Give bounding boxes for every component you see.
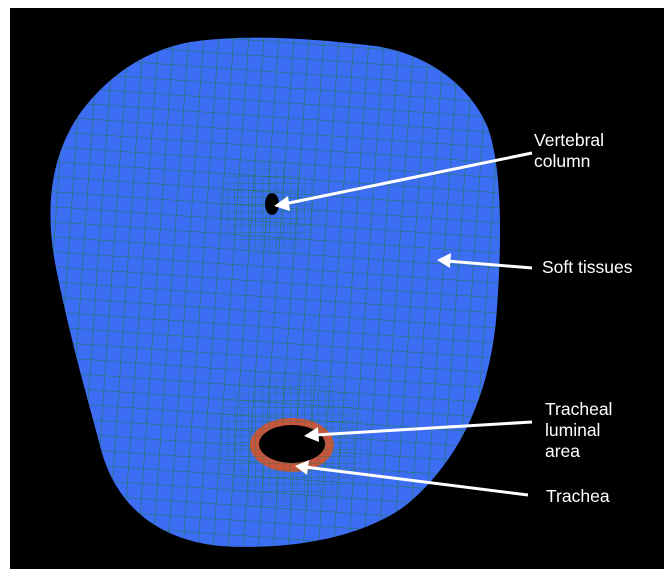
label-vertebral-column: Vertebral column: [534, 130, 605, 171]
arrow-tracheal-luminal-area: [314, 420, 533, 437]
label-trachea: Trachea: [546, 486, 610, 506]
vertebral-column-cavity: [265, 193, 279, 215]
arrowhead-tracheal-luminal-area: [304, 427, 319, 442]
arrow-vertebral-column: [283, 151, 533, 206]
label-soft-tissues: Soft tissues: [542, 257, 633, 277]
arrowhead-soft-tissues: [437, 253, 451, 268]
arrowhead-trachea: [295, 460, 309, 475]
arrow-soft-tissues: [446, 259, 533, 270]
arrowhead-vertebral-column: [274, 196, 290, 211]
arrows: [274, 151, 533, 497]
soft-tissue-region: [50, 37, 501, 547]
label-tracheal-luminal-area: Tracheal luminal area: [545, 399, 613, 461]
figure-panel: Vertebral column Soft tissues Tracheal l…: [10, 8, 664, 569]
mesh-diagram: [50, 37, 533, 547]
arrow-trachea: [304, 465, 529, 497]
